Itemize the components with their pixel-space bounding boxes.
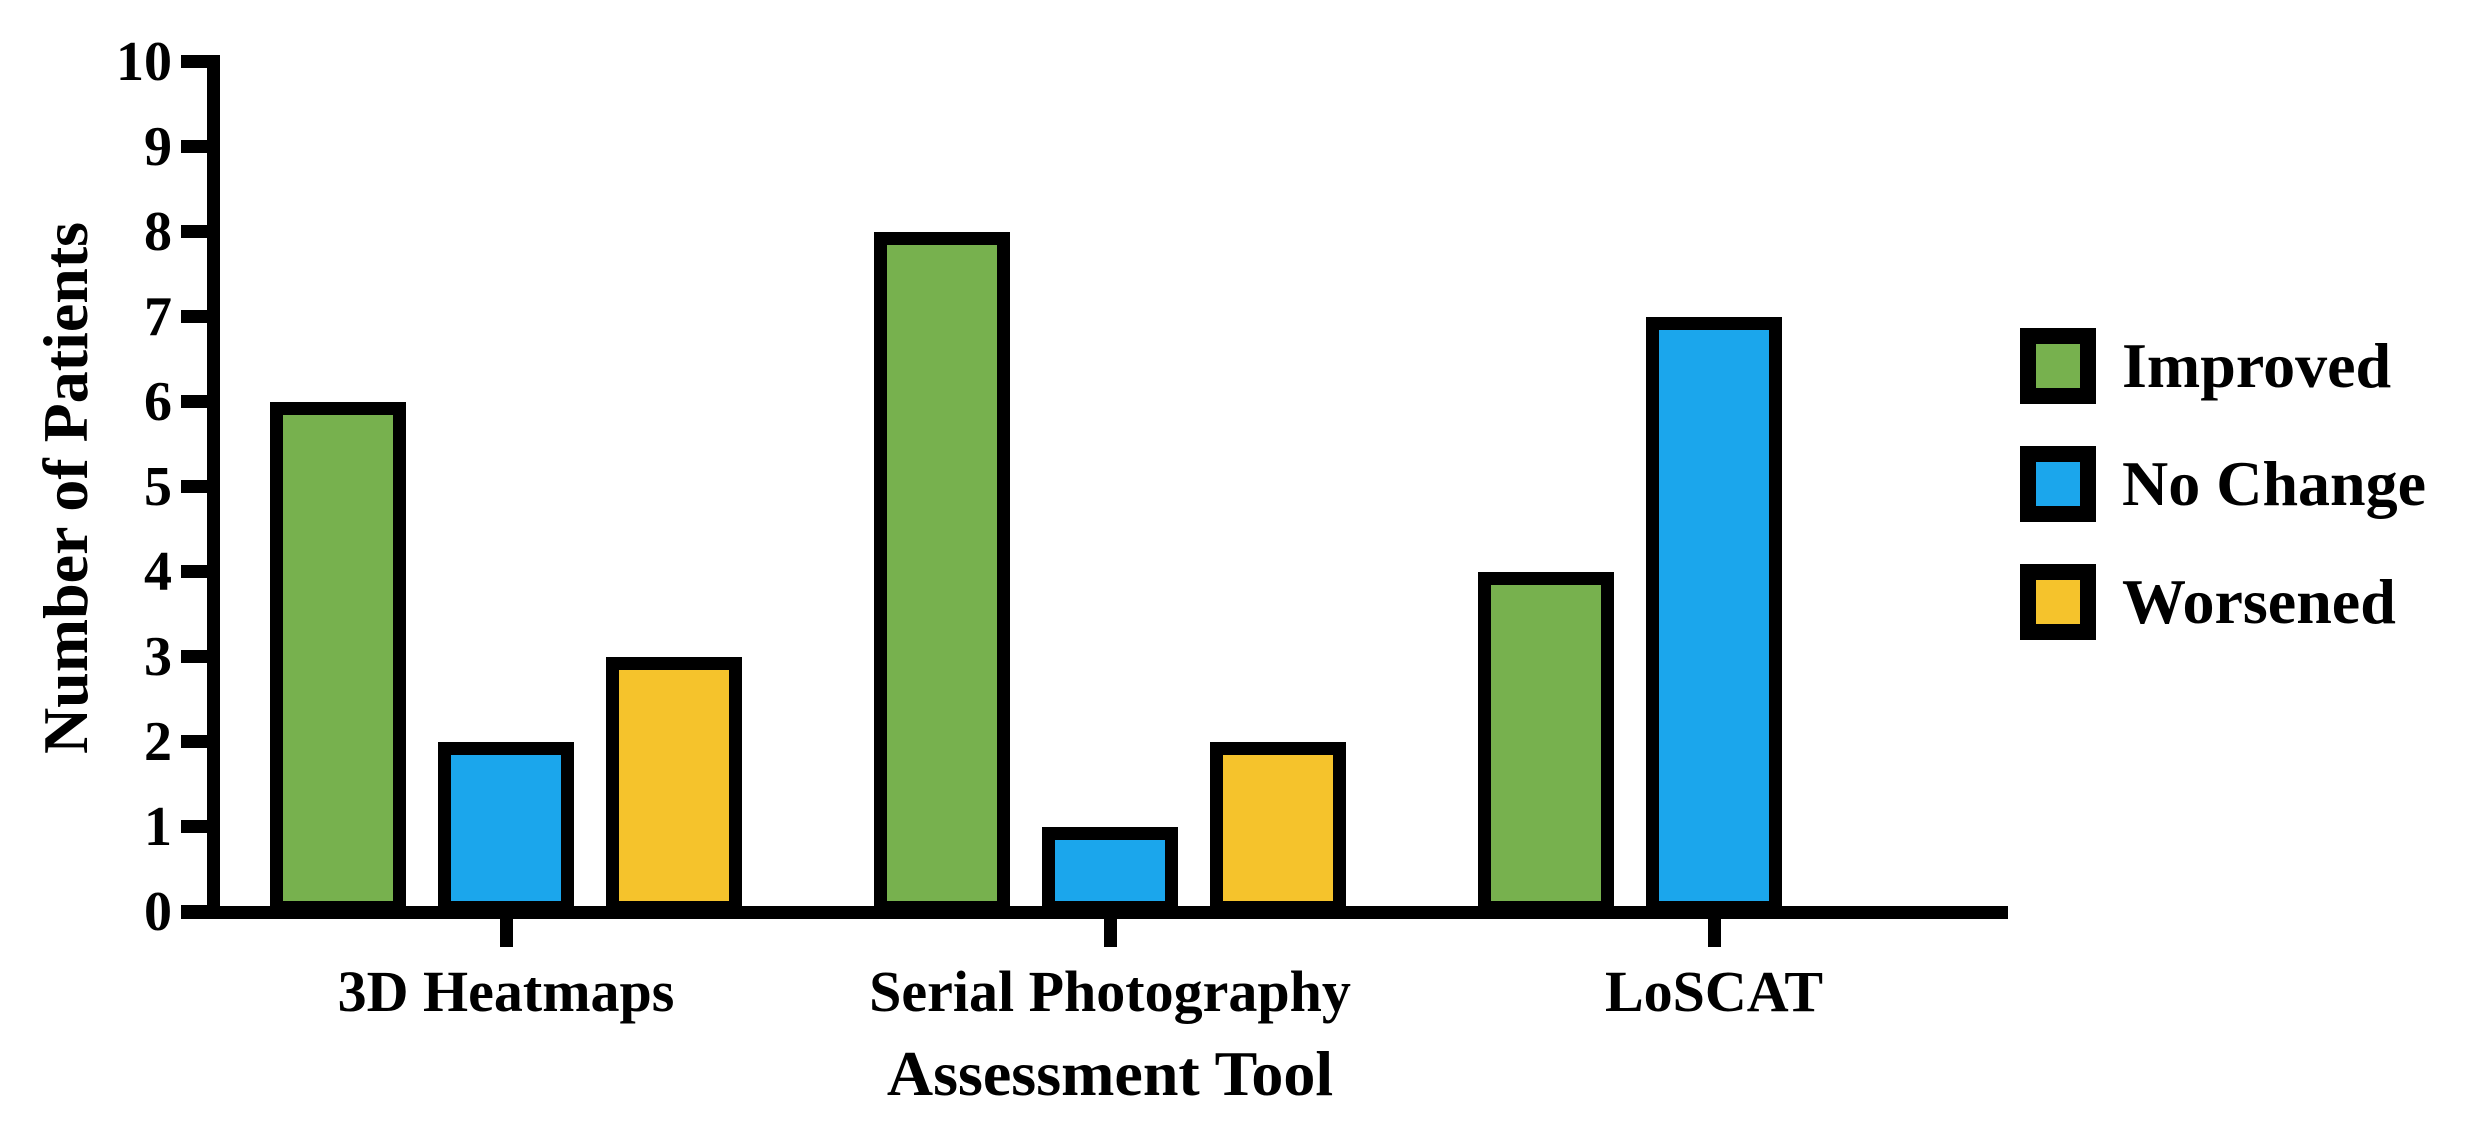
bar-improved-serial-photography <box>874 232 1010 914</box>
category-label-loscat: LoSCAT <box>1604 959 1824 1024</box>
x-axis-title: Assessment Tool <box>886 1038 1334 1109</box>
y-tick-label: 6 <box>144 371 172 433</box>
bar-improved-3d-heatmaps <box>270 402 406 914</box>
y-tick <box>181 735 213 748</box>
bar-no-change-serial-photography <box>1042 827 1178 914</box>
y-tick-label: 0 <box>144 881 172 943</box>
y-tick-label: 5 <box>144 456 172 518</box>
legend-label-worsened: Worsened <box>2122 566 2396 637</box>
y-axis-line <box>207 55 220 919</box>
y-tick <box>181 820 213 833</box>
y-tick-label: 10 <box>116 31 172 93</box>
y-tick-label: 8 <box>144 201 172 263</box>
bar-no-change-3d-heatmaps <box>438 742 574 914</box>
y-tick <box>181 310 213 323</box>
legend-swatch-no-change <box>2020 446 2096 522</box>
y-tick <box>181 565 213 578</box>
legend-swatch-worsened <box>2020 564 2096 640</box>
y-tick <box>181 650 213 663</box>
bar-worsened-3d-heatmaps <box>606 657 742 914</box>
y-tick-label: 7 <box>144 286 172 348</box>
y-tick <box>181 395 213 408</box>
y-tick-label: 3 <box>144 626 172 688</box>
bar-improved-loscat <box>1478 572 1614 914</box>
y-tick-label: 4 <box>144 541 172 603</box>
y-tick <box>181 55 213 68</box>
y-tick-label: 1 <box>144 796 172 858</box>
y-tick-label: 9 <box>144 116 172 178</box>
y-tick <box>181 905 213 918</box>
legend-swatch-improved <box>2020 328 2096 404</box>
bar-no-change-loscat <box>1646 317 1782 914</box>
y-tick <box>181 225 213 238</box>
category-label-3d-heatmaps: 3D Heatmaps <box>337 959 675 1024</box>
y-tick <box>181 480 213 493</box>
x-tick <box>1708 919 1721 947</box>
y-tick <box>181 140 213 153</box>
y-tick-label: 2 <box>144 711 172 773</box>
category-label-serial-photography: Serial Photography <box>869 959 1351 1024</box>
legend-label-improved: Improved <box>2122 330 2392 401</box>
bar-worsened-serial-photography <box>1210 742 1346 914</box>
x-tick <box>1104 919 1117 947</box>
x-tick <box>500 919 513 947</box>
legend-label-no-change: No Change <box>2122 448 2427 519</box>
